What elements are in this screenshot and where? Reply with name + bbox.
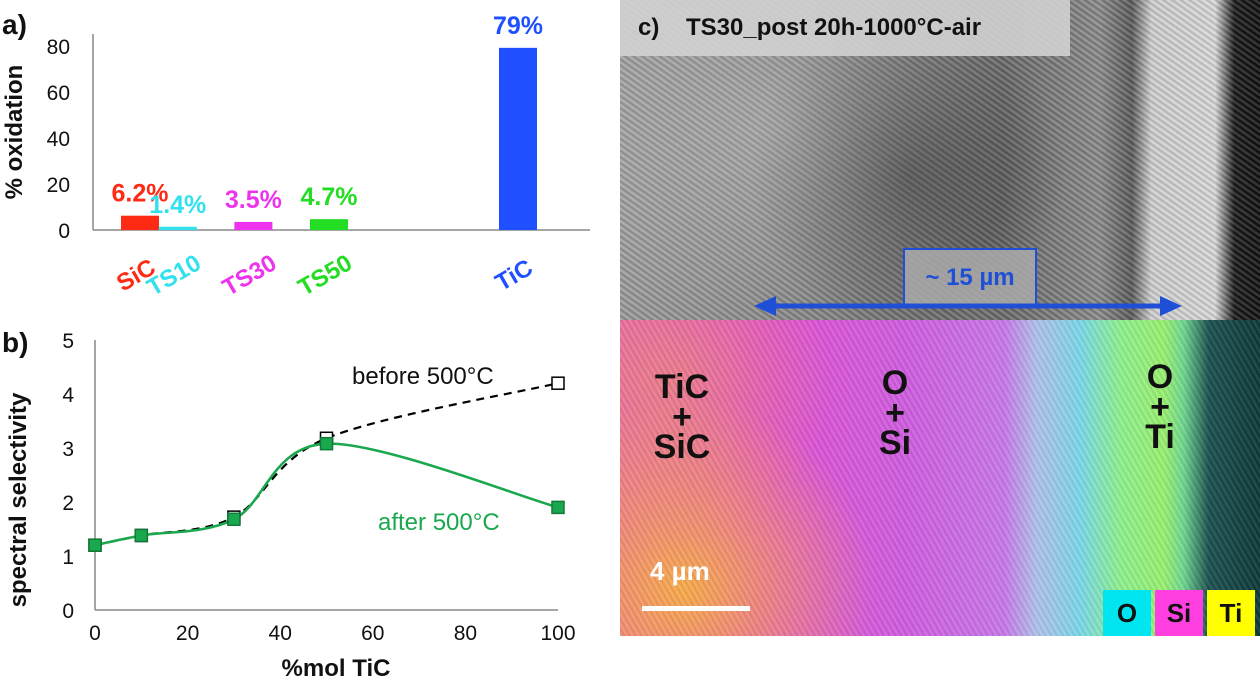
- b-xtick: 0: [89, 622, 101, 645]
- a-ytick: 80: [47, 36, 70, 59]
- bar-data-label: 79%: [493, 12, 543, 40]
- region-left-line: TiC: [654, 368, 710, 406]
- micrograph-panel: c) TS30_post 20h-1000°C-air ~ 15 µm TiC …: [620, 0, 1260, 686]
- sem-title-box: c) TS30_post 20h-1000°C-air: [620, 0, 1070, 56]
- legend-ti: Ti: [1207, 590, 1255, 636]
- b-ytick: 0: [62, 600, 74, 623]
- bar-category-label: TS30: [218, 249, 281, 301]
- a-ytick: 40: [47, 128, 70, 151]
- scale-label: ~ 15 µm: [925, 264, 1015, 291]
- bar-ts10: [158, 226, 197, 230]
- bar-tic: [499, 47, 537, 230]
- bar-category-label: TiC: [491, 254, 538, 296]
- bar-ts30: [234, 221, 273, 230]
- panel-b-axes: [94, 340, 558, 611]
- region-mid-line: O: [881, 364, 909, 402]
- panel-b-ylabel: spectral selectivity: [5, 392, 32, 607]
- bar-category-label: TS50: [294, 249, 357, 301]
- marker-after: [134, 528, 149, 543]
- before-label: before 500°C: [352, 363, 494, 390]
- marker-after: [88, 538, 102, 552]
- region-left-label: TiC + SiC: [642, 368, 722, 466]
- panel-a-label: a): [2, 9, 27, 40]
- panel-a-ylabel: % oxidation: [1, 65, 28, 200]
- legend-o: O: [1103, 590, 1151, 636]
- bar-data-label: 3.5%: [225, 186, 282, 214]
- panel-b-yticks: 0 1 2 3 4 5: [62, 330, 74, 623]
- region-left-line: +: [672, 398, 692, 436]
- region-mid-label: O + Si: [865, 364, 925, 462]
- marker-after: [551, 500, 565, 515]
- region-mid-line: +: [885, 394, 905, 432]
- panel-c-label: c): [638, 14, 660, 41]
- legend-si: Si: [1155, 590, 1203, 636]
- region-mid-line: Si: [878, 424, 912, 462]
- bar-category-label: TS10: [142, 249, 205, 301]
- bar-data-label: 1.4%: [149, 191, 206, 219]
- panel-b-label: b): [2, 327, 28, 358]
- a-ytick: 0: [58, 220, 70, 243]
- marker-after: [227, 512, 241, 527]
- panel-b-xticks: 0 20 40 60 80 100: [89, 622, 575, 645]
- after-label: after 500°C: [378, 509, 500, 536]
- region-right-line: O: [1146, 358, 1174, 396]
- sem-title: TS30_post 20h-1000°C-air: [686, 14, 982, 41]
- marker-before: [551, 376, 565, 390]
- region-right-line: +: [1150, 388, 1170, 426]
- sem-image: c) TS30_post 20h-1000°C-air ~ 15 µm: [620, 0, 1260, 320]
- b-ytick: 4: [62, 384, 74, 407]
- bar-data-label: 4.7%: [301, 183, 358, 211]
- region-right-label: O + Ti: [1130, 358, 1190, 456]
- a-ytick: 60: [47, 82, 70, 105]
- charts-svg: a) % oxidation 0 20 40 60 80 6.2%SiC1.4%…: [1, 9, 590, 682]
- eds-map: TiC + SiC O + Si O + Ti 4 µm O Si Ti: [620, 320, 1260, 636]
- panel-a-yticks: 0 20 40 60 80: [47, 36, 70, 243]
- a-ytick: 20: [47, 174, 70, 197]
- marker-after: [319, 436, 334, 451]
- b-xtick: 100: [540, 622, 575, 645]
- b-ytick: 3: [62, 438, 74, 461]
- bar-ts50: [310, 219, 348, 230]
- scale-arrow: [754, 296, 1182, 316]
- b-xtick: 40: [269, 622, 292, 645]
- b-ytick: 5: [62, 330, 74, 353]
- region-right-line: Ti: [1145, 418, 1175, 456]
- b-xtick: 20: [176, 622, 199, 645]
- b-ytick: 1: [62, 546, 74, 569]
- bar-data-label: 6.2%: [112, 180, 169, 208]
- b-xtick: 80: [454, 622, 477, 645]
- bar-sic: [121, 215, 159, 230]
- panel-b-xlabel: %mol TiC: [282, 655, 391, 682]
- b-ytick: 2: [62, 492, 74, 515]
- b-xtick: 60: [361, 622, 384, 645]
- map-scale-label: 4 µm: [650, 556, 710, 586]
- region-left-line: SiC: [653, 428, 711, 466]
- map-scale-bar: [642, 606, 750, 611]
